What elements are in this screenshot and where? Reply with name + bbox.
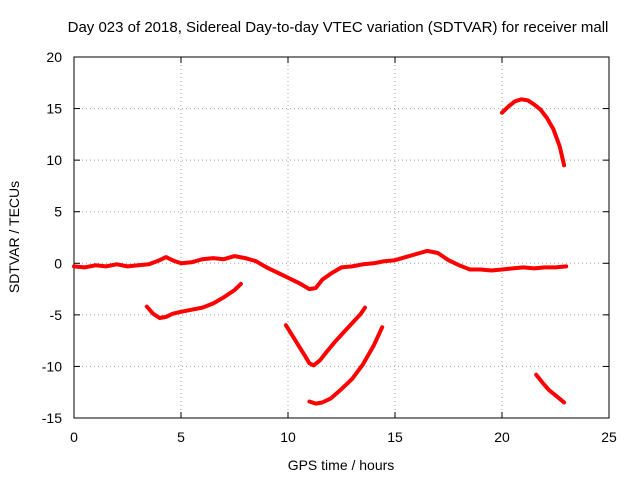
data-series (72, 97, 569, 406)
grid-lines (74, 57, 609, 418)
y-tick-label: 15 (46, 101, 62, 117)
y-axis-ticks: -15 -10 -5 0 5 10 15 20 (42, 49, 609, 426)
x-axis-ticks: 0 5 10 15 20 25 (70, 57, 617, 445)
y-tick-label: 5 (54, 204, 62, 220)
chart-title: Day 023 of 2018, Sidereal Day-to-day VTE… (68, 19, 609, 36)
x-tick-label: 5 (177, 429, 185, 445)
series-arc-peak-late (500, 97, 567, 168)
plot-frame (73, 56, 610, 419)
y-tick-label: -5 (50, 307, 63, 323)
y-tick-label: -10 (42, 358, 62, 374)
x-tick-label: 20 (494, 429, 510, 445)
y-tick-label: -15 (42, 410, 62, 426)
y-tick-label: 10 (46, 152, 62, 168)
series-arc-v-midday (283, 305, 367, 368)
series-arc-deep-midday (307, 325, 385, 406)
y-axis-label: SDTVAR / TECUs (6, 181, 22, 293)
y-tick-label: 0 (54, 255, 62, 271)
series-arc-dip-early (144, 281, 243, 320)
x-axis-label: GPS time / hours (288, 457, 395, 473)
series-arc-main (72, 248, 569, 292)
series-arc-low-late (534, 372, 567, 405)
y-tick-label: 20 (46, 49, 62, 65)
x-tick-label: 25 (601, 429, 617, 445)
x-tick-label: 0 (70, 429, 78, 445)
x-tick-label: 15 (387, 429, 403, 445)
x-tick-label: 10 (280, 429, 296, 445)
